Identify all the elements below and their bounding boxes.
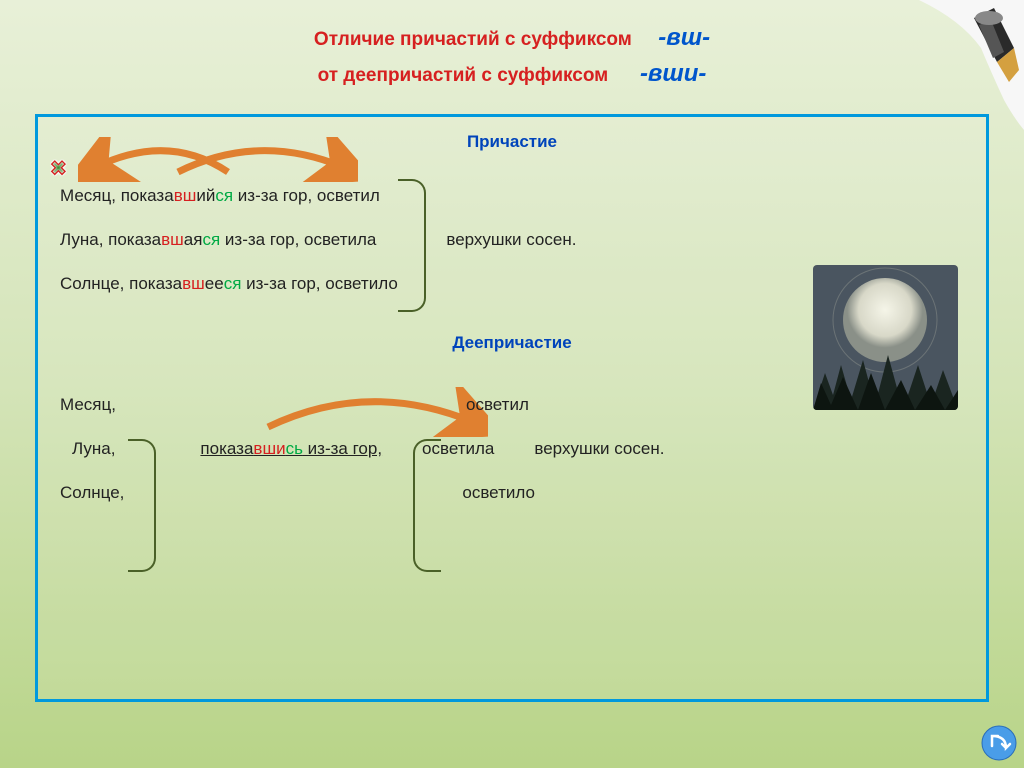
- content-frame: Причастие ✖ Месяц, показавшийся из-за го…: [35, 114, 989, 702]
- bracket-gerund-left: [128, 439, 156, 572]
- header-suffix-2: -вши-: [640, 60, 706, 87]
- header-line1-text: Отличие причастий с суффиксом: [314, 29, 632, 50]
- participle-line-1: Месяц, показавшийся из-за гор, осветил: [60, 184, 964, 208]
- header-line2-text: от деепричастий с суффиксом: [318, 65, 609, 86]
- bracket-participle: [398, 179, 426, 312]
- svg-text:✖: ✖: [50, 159, 67, 179]
- gerund-line-3: Солнце,осветило: [60, 481, 964, 505]
- gerund-line-2: Луна,показавшись из-за гор,осветилаверху…: [60, 437, 964, 461]
- participle-title: Причастие: [60, 132, 964, 152]
- header-suffix-1: -вш-: [658, 24, 710, 51]
- participle-line-2: Луна, показавшаяся из-за гор, осветилаве…: [60, 228, 964, 252]
- pen-corner-icon: [919, 0, 1024, 130]
- bracket-gerund-right: [413, 439, 441, 572]
- x-mark-icon: ✖: [50, 159, 74, 185]
- return-button[interactable]: [980, 724, 1018, 762]
- moon-image: [813, 265, 958, 410]
- slide-header: Отличие причастий с суффиксом -вш- от де…: [0, 0, 1024, 104]
